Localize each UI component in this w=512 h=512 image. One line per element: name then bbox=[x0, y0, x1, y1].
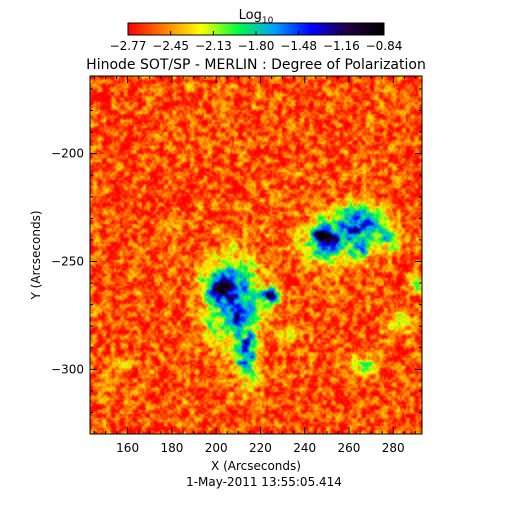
colorbar: Log10 −2.77 −2.45 −2.13 −1.80 −1.48 −1.16 −0.8… bbox=[110, 8, 403, 53]
x-tick-label: 160 bbox=[116, 441, 139, 455]
x-axis-label: X (Arcseconds) bbox=[211, 459, 301, 473]
colorbar-label: Log10 bbox=[239, 8, 274, 26]
timestamp: 1-May-2011 13:55:05.414 bbox=[186, 475, 342, 489]
colorbar-tick-label: −0.84 bbox=[366, 39, 403, 53]
chart-title: Hinode SOT/SP - MERLIN : Degree of Polar… bbox=[86, 57, 426, 73]
colorbar-label-subscript: 10 bbox=[262, 16, 274, 26]
x-axis: 160 180 200 220 240 260 280 bbox=[93, 76, 416, 455]
colorbar-tick-label: −1.48 bbox=[280, 39, 317, 53]
colorbar-tick-label: −2.13 bbox=[195, 39, 232, 53]
x-tick-label: 280 bbox=[382, 441, 405, 455]
colorbar-tick-label: −2.45 bbox=[152, 39, 189, 53]
x-tick-label: 240 bbox=[293, 441, 316, 455]
plot-frame bbox=[89, 75, 423, 435]
x-tick-label: 220 bbox=[249, 441, 272, 455]
y-axis-label: Y (Arcseconds) bbox=[29, 210, 43, 300]
x-tick-label: 200 bbox=[205, 441, 228, 455]
x-tick-label: 180 bbox=[160, 441, 183, 455]
colorbar-tick-label: −1.80 bbox=[238, 39, 275, 53]
heatmap-image bbox=[90, 76, 422, 434]
y-axis: −300 −250 −200 bbox=[51, 88, 422, 435]
colorbar-ticks: −2.77 −2.45 −2.13 −1.80 −1.48 −1.16 −0.84 bbox=[110, 31, 403, 53]
colorbar-tick-label: −2.77 bbox=[110, 39, 147, 53]
colorbar-tick-label: −1.16 bbox=[323, 39, 360, 53]
y-tick-label: −250 bbox=[51, 254, 84, 268]
y-tick-label: −300 bbox=[51, 362, 84, 376]
y-tick-label: −200 bbox=[51, 147, 84, 161]
x-tick-label: 260 bbox=[338, 441, 361, 455]
plot-area bbox=[89, 75, 423, 435]
